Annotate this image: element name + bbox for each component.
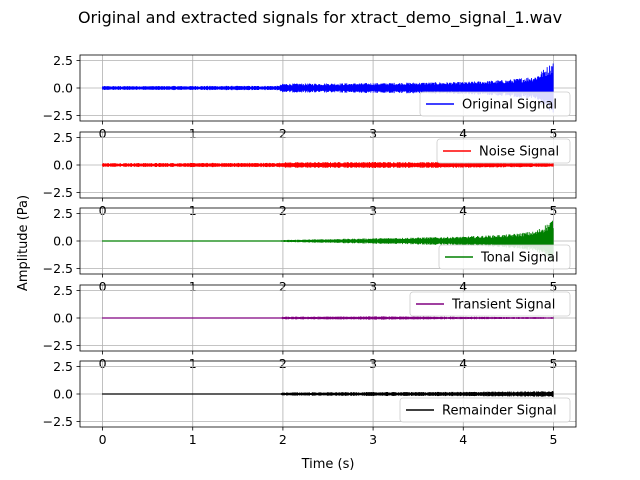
legend-label: Noise Signal xyxy=(479,145,559,160)
series-line xyxy=(102,63,554,113)
legend-label: Tonal Signal xyxy=(480,251,559,266)
y-tick-label: −2.5 xyxy=(43,108,73,123)
series-line xyxy=(102,316,554,320)
y-tick-label: 0.0 xyxy=(53,387,73,402)
x-tick-label: 3 xyxy=(369,432,377,447)
y-tick-label: 2.5 xyxy=(53,206,73,221)
y-tick-label: 0.0 xyxy=(53,311,73,326)
legend-label: Transient Signal xyxy=(451,298,555,313)
series-line xyxy=(102,220,554,262)
y-tick-label: 0.0 xyxy=(53,81,73,96)
x-tick-label: 2 xyxy=(279,432,287,447)
series-line xyxy=(102,161,554,169)
y-tick-label: −2.5 xyxy=(43,338,73,353)
legend-box xyxy=(399,397,571,423)
y-axis-label: Amplitude (Pa) xyxy=(16,195,31,291)
legend-box xyxy=(419,91,571,117)
legend-label: Remainder Signal xyxy=(442,404,557,419)
legend-box xyxy=(436,138,571,164)
y-tick-label: −2.5 xyxy=(43,414,73,429)
legend-label: Original Signal xyxy=(462,98,557,113)
panel-5: −2.5 0.0 2.5 0 1 2 3 4 5 Remainder Signal xyxy=(43,359,577,447)
x-tick-label: 0 xyxy=(99,432,107,447)
series-line xyxy=(102,391,554,397)
y-tick-label: 2.5 xyxy=(53,130,73,145)
y-tick-label: 0.0 xyxy=(53,234,73,249)
x-tick-label: 1 xyxy=(189,432,197,447)
y-tick-label: −2.5 xyxy=(43,261,73,276)
legend-box xyxy=(438,244,571,270)
y-tick-label: 0.0 xyxy=(53,158,73,173)
x-tick-label: 4 xyxy=(459,432,467,447)
y-tick-label: 2.5 xyxy=(53,283,73,298)
y-tick-label: 2.5 xyxy=(53,53,73,68)
y-tick-label: 2.5 xyxy=(53,359,73,374)
legend-box xyxy=(409,291,571,317)
x-tick-label: 5 xyxy=(549,432,557,447)
x-axis-label: Time (s) xyxy=(301,457,355,472)
chart-title: Original and extracted signals for xtrac… xyxy=(78,8,562,28)
y-tick-label: −2.5 xyxy=(43,185,73,200)
